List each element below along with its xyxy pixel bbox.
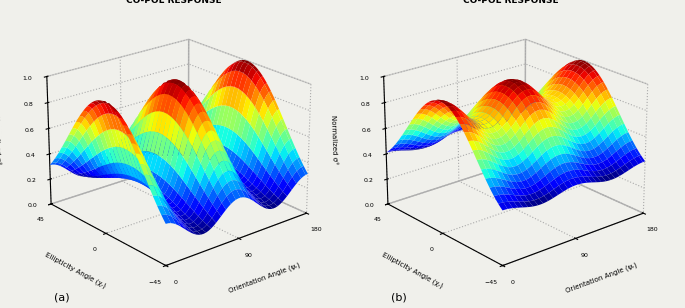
Y-axis label: Ellipticity Angle (χᵣ): Ellipticity Angle (χᵣ) [381, 252, 444, 289]
Title: CO-POL RESPONSE: CO-POL RESPONSE [126, 0, 222, 5]
Text: (a): (a) [54, 293, 69, 302]
Title: CO-POL RESPONSE: CO-POL RESPONSE [463, 0, 559, 5]
X-axis label: Orientation Angle (ψᵣ): Orientation Angle (ψᵣ) [228, 261, 301, 294]
Y-axis label: Ellipticity Angle (χᵣ): Ellipticity Angle (χᵣ) [45, 252, 107, 289]
Text: (b): (b) [390, 293, 406, 302]
X-axis label: Orientation Angle (ψᵣ): Orientation Angle (ψᵣ) [564, 261, 638, 294]
